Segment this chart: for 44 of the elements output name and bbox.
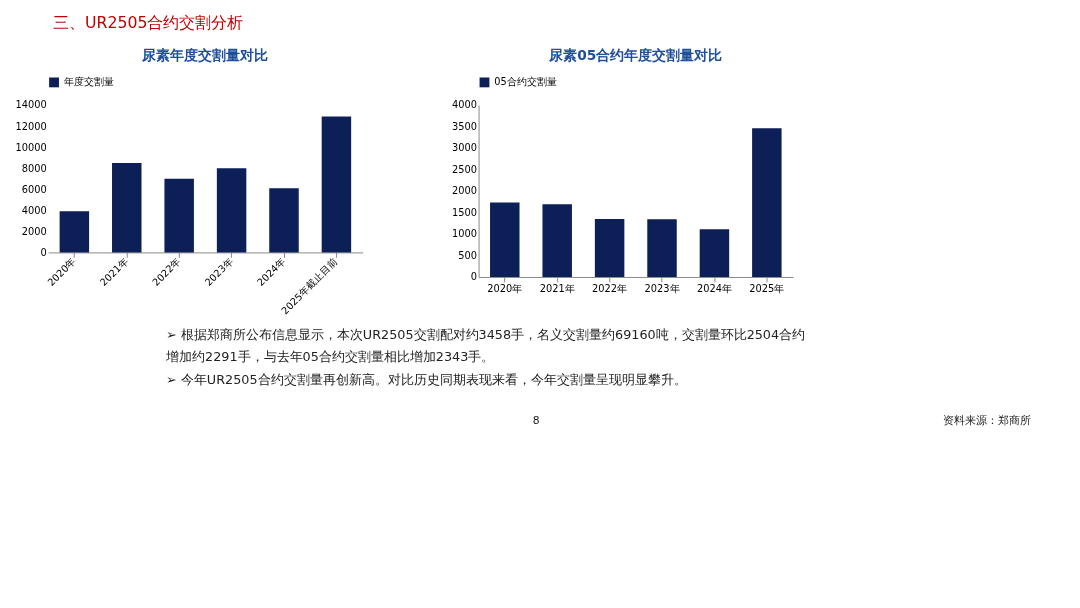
y-tick-label: 3000 [452,142,478,154]
y-tick-label: 10000 [15,141,47,153]
legend-label: 年度交割量 [63,76,114,88]
y-tick-label: 0 [40,246,47,258]
text: ➢ 根据郑商所公布信息显示，本次UR2505交割配对约3458手，名义交割量约69160吨，交割量环比2504合约增加约2291手，与去年05合约交割量相比增加2343手。 [165,326,806,365]
bar [752,128,782,277]
y-tick-label: 500 [458,249,478,261]
bar [594,218,625,277]
bar [269,188,299,253]
bar [59,211,90,253]
bar [542,204,572,277]
bar [490,202,520,277]
text: 三、UR2505合约交割分析 [53,13,244,33]
y-tick-label: 4000 [452,99,478,111]
y-tick-label: 2000 [452,185,478,197]
chart-title: 尿素05合约年度交割量对比 [548,46,723,63]
y-tick-label: 2000 [21,225,47,237]
x-tick-label: 2025年 [749,283,785,295]
y-tick-label: 12000 [15,120,47,132]
y-tick-label: 14000 [15,99,47,111]
y-tick-label: 0 [470,271,478,283]
bar [112,162,142,253]
x-tick-label: 2020年 [487,283,523,295]
x-tick-label: 2021年 [539,283,575,295]
legend-label: 05合约交割量 [494,76,557,88]
text: 8 [532,414,540,428]
chart-title: 尿素年度交割量对比 [141,46,269,63]
bar [216,168,247,253]
text: ➢ 今年UR2505合约交割量再创新高。对比历史同期表现来看，今年交割量呈现明显攀升。 [166,372,687,388]
y-tick-label: 1000 [452,228,478,240]
y-tick-label: 6000 [21,183,47,195]
y-tick-label: 1500 [452,206,478,218]
x-tick-label: 2024年 [696,283,732,295]
bar [647,219,677,277]
y-tick-label: 3500 [452,120,478,132]
bar [164,178,194,253]
x-tick-label: 2022年 [592,283,628,295]
y-tick-label: 8000 [21,162,47,174]
y-tick-label: 4000 [21,204,47,216]
text: 资料来源：郑商所 [942,414,1031,428]
y-tick-label: 2500 [452,163,478,175]
bar [699,229,730,277]
x-tick-label: 2023年 [644,283,680,295]
bar [321,116,352,253]
